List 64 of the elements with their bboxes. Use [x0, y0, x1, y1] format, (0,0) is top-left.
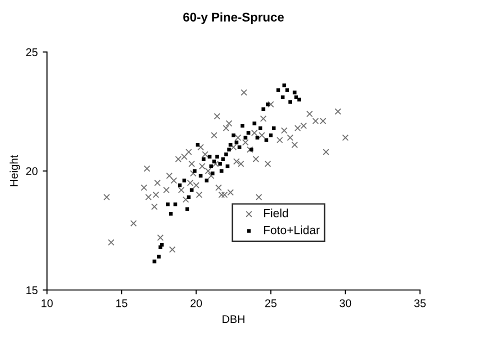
point	[166, 202, 170, 206]
y-tick-label: 25	[26, 48, 38, 56]
point	[246, 131, 250, 135]
y-tick-label: 20	[26, 167, 38, 176]
y-tick-label: 15	[26, 286, 38, 294]
point	[182, 178, 186, 182]
point	[192, 169, 197, 173]
point	[204, 178, 208, 182]
legend-label: Field	[264, 208, 288, 218]
point	[266, 102, 270, 106]
point	[292, 90, 297, 94]
x-tick-label: 30	[340, 299, 352, 308]
point	[232, 133, 236, 138]
point	[297, 98, 301, 102]
y-axis-title: Height	[10, 155, 20, 186]
point	[285, 88, 290, 92]
point	[198, 174, 203, 178]
point	[228, 142, 232, 147]
point	[280, 95, 285, 100]
x-tick-label: 20	[190, 299, 202, 308]
chart-title: 60-y Pine-Spruce	[183, 12, 284, 24]
point	[238, 145, 242, 150]
point	[276, 88, 280, 92]
point	[288, 100, 292, 104]
point	[209, 164, 213, 168]
point	[169, 212, 173, 216]
point	[185, 207, 190, 211]
point	[160, 242, 164, 247]
point	[226, 164, 230, 168]
point	[252, 122, 256, 126]
point	[282, 83, 286, 88]
point	[196, 142, 200, 147]
point	[264, 138, 268, 142]
point	[212, 160, 216, 164]
point	[190, 188, 194, 192]
point	[215, 154, 219, 159]
x-tick-label: 10	[42, 299, 53, 308]
legend-label: Foto+Lidar	[264, 226, 320, 234]
point	[268, 133, 273, 138]
point	[178, 183, 182, 188]
point	[244, 136, 248, 140]
point	[157, 254, 161, 259]
x-axis-title: DBH	[222, 315, 244, 323]
point	[152, 260, 156, 264]
point	[262, 107, 266, 111]
point	[186, 195, 191, 200]
point	[218, 162, 222, 166]
point	[272, 126, 276, 130]
point	[240, 124, 244, 128]
point	[256, 136, 260, 140]
point	[258, 126, 262, 130]
point	[234, 140, 238, 144]
point	[208, 154, 212, 159]
x-tick-label: 35	[414, 299, 426, 308]
point	[224, 152, 228, 156]
x-tick-label: 15	[116, 299, 128, 308]
x-tick-label: 25	[265, 299, 277, 308]
point	[221, 157, 225, 161]
point	[220, 169, 224, 173]
point	[210, 172, 214, 176]
point	[202, 157, 206, 161]
point	[173, 202, 178, 206]
point	[227, 148, 231, 152]
point	[250, 148, 254, 152]
